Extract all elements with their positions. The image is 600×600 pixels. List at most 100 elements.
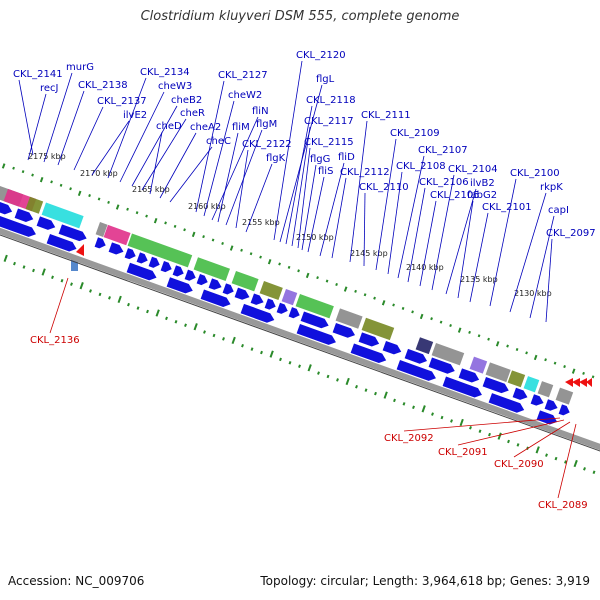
gene-label-ckl_2141: CKL_2141 bbox=[13, 69, 63, 80]
forward-gene-arrow bbox=[200, 289, 231, 307]
gene-label-flgg: flgG bbox=[310, 154, 330, 165]
outer-tick bbox=[468, 330, 471, 334]
label-leader bbox=[49, 277, 69, 334]
inner-tick bbox=[326, 374, 330, 379]
outer-tick bbox=[419, 313, 424, 320]
outer-tick bbox=[287, 265, 291, 269]
outer-tick bbox=[69, 187, 72, 191]
forward-gene-arrow bbox=[148, 256, 160, 268]
inner-tick bbox=[469, 426, 472, 430]
outer-tick bbox=[439, 320, 443, 324]
gene-label-flgl: flgL bbox=[316, 74, 335, 85]
label-leader bbox=[307, 176, 325, 253]
inner-tick bbox=[478, 429, 482, 433]
outer-tick bbox=[525, 351, 528, 355]
forward-gene-arrow bbox=[428, 357, 455, 374]
label-leader bbox=[297, 147, 311, 249]
outer-tick bbox=[77, 190, 82, 197]
cog-block bbox=[431, 342, 465, 366]
forward-gene-arrow bbox=[234, 287, 250, 300]
cog-block bbox=[95, 221, 108, 237]
gene-label-ckl_2110: CKL_2110 bbox=[359, 182, 409, 193]
gene-label-flim: fliM bbox=[232, 122, 250, 133]
inner-tick bbox=[89, 289, 92, 293]
kbp-2150-label: 2150 kbp bbox=[296, 233, 334, 242]
inner-tick bbox=[108, 296, 111, 300]
label-leader bbox=[349, 120, 368, 263]
forward-gene-arrow bbox=[208, 278, 222, 290]
outer-tick bbox=[21, 170, 25, 174]
inner-tick bbox=[592, 470, 596, 474]
inner-tick bbox=[412, 405, 415, 410]
reverse-gene-arrow bbox=[572, 378, 580, 387]
label-leader bbox=[245, 163, 273, 233]
gene-label-ckl_2134: CKL_2134 bbox=[140, 67, 190, 78]
label-leader bbox=[431, 174, 455, 291]
label-leader bbox=[159, 132, 197, 199]
cog-block bbox=[555, 387, 574, 405]
outer-tick bbox=[12, 166, 15, 170]
inner-tick bbox=[231, 336, 236, 345]
forward-gene-arrow bbox=[240, 303, 275, 323]
outer-tick bbox=[191, 231, 196, 238]
inner-tick bbox=[298, 364, 301, 368]
outer-tick bbox=[240, 248, 243, 252]
gene-label-chew2: cheW2 bbox=[228, 90, 262, 101]
gene-label-flin: fliN bbox=[252, 106, 269, 117]
cog-block bbox=[127, 233, 193, 268]
outer-tick bbox=[183, 228, 186, 232]
gene-label-ckl_2092: CKL_2092 bbox=[384, 433, 434, 444]
label-leader bbox=[301, 164, 317, 251]
gene-label-flgm: flgM bbox=[256, 119, 277, 130]
outer-tick bbox=[553, 361, 557, 365]
forward-gene-arrow bbox=[136, 252, 148, 264]
forward-gene-arrow bbox=[222, 283, 234, 295]
gene-label-ckl_2136: CKL_2136 bbox=[30, 335, 80, 346]
reverse-cog-block bbox=[71, 259, 78, 271]
backbone-line bbox=[0, 227, 600, 451]
outer-tick bbox=[164, 221, 167, 225]
outer-tick bbox=[249, 252, 253, 256]
label-leader bbox=[91, 120, 130, 176]
kbp-2140-label: 2140 kbp bbox=[406, 263, 444, 272]
kbp-2135-label: 2135 kbp bbox=[460, 275, 498, 284]
inner-tick bbox=[22, 265, 26, 269]
cog-block bbox=[415, 337, 434, 355]
outer-tick bbox=[297, 269, 300, 273]
forward-gene-arrow bbox=[288, 307, 300, 319]
gene-label-recj: recJ bbox=[40, 83, 59, 94]
inner-tick bbox=[288, 361, 292, 365]
gene-label-chec: cheC bbox=[206, 136, 231, 147]
label-leader bbox=[169, 146, 213, 203]
forward-gene-arrow bbox=[94, 237, 106, 249]
outer-tick bbox=[126, 207, 129, 211]
gene-label-ckl_2106: CKL_2106 bbox=[419, 177, 469, 188]
gene-label-ckl_2137: CKL_2137 bbox=[97, 96, 147, 107]
label-leader bbox=[43, 72, 73, 163]
cog-block bbox=[231, 270, 259, 292]
label-leaders bbox=[18, 60, 577, 499]
inner-tick bbox=[165, 316, 168, 321]
forward-gene-arrow bbox=[14, 208, 34, 222]
forward-gene-track bbox=[0, 200, 570, 425]
gene-label-rkpk: rkpK bbox=[540, 182, 563, 193]
label-leader bbox=[291, 126, 311, 247]
inner-tick bbox=[212, 333, 216, 338]
reverse-gene-arrow bbox=[565, 378, 573, 387]
cog-block bbox=[507, 370, 526, 388]
label-leader bbox=[217, 132, 239, 223]
genome-summary: Topology: circular; Length: 3,964,618 bp… bbox=[260, 574, 590, 588]
label-leader bbox=[457, 200, 474, 299]
inner-tick bbox=[583, 467, 586, 471]
cog-block bbox=[259, 281, 283, 301]
inner-tick bbox=[573, 459, 578, 468]
outer-tick bbox=[50, 180, 53, 184]
outer-tick bbox=[381, 300, 386, 306]
cog-block bbox=[25, 196, 44, 214]
outer-tick bbox=[97, 197, 101, 201]
outer-tick-ring bbox=[1, 163, 595, 379]
inner-tick bbox=[450, 419, 453, 423]
gene-label-ilvb2: ilvB2 bbox=[470, 178, 495, 189]
cog-block bbox=[295, 294, 334, 319]
outer-tick bbox=[316, 276, 319, 280]
